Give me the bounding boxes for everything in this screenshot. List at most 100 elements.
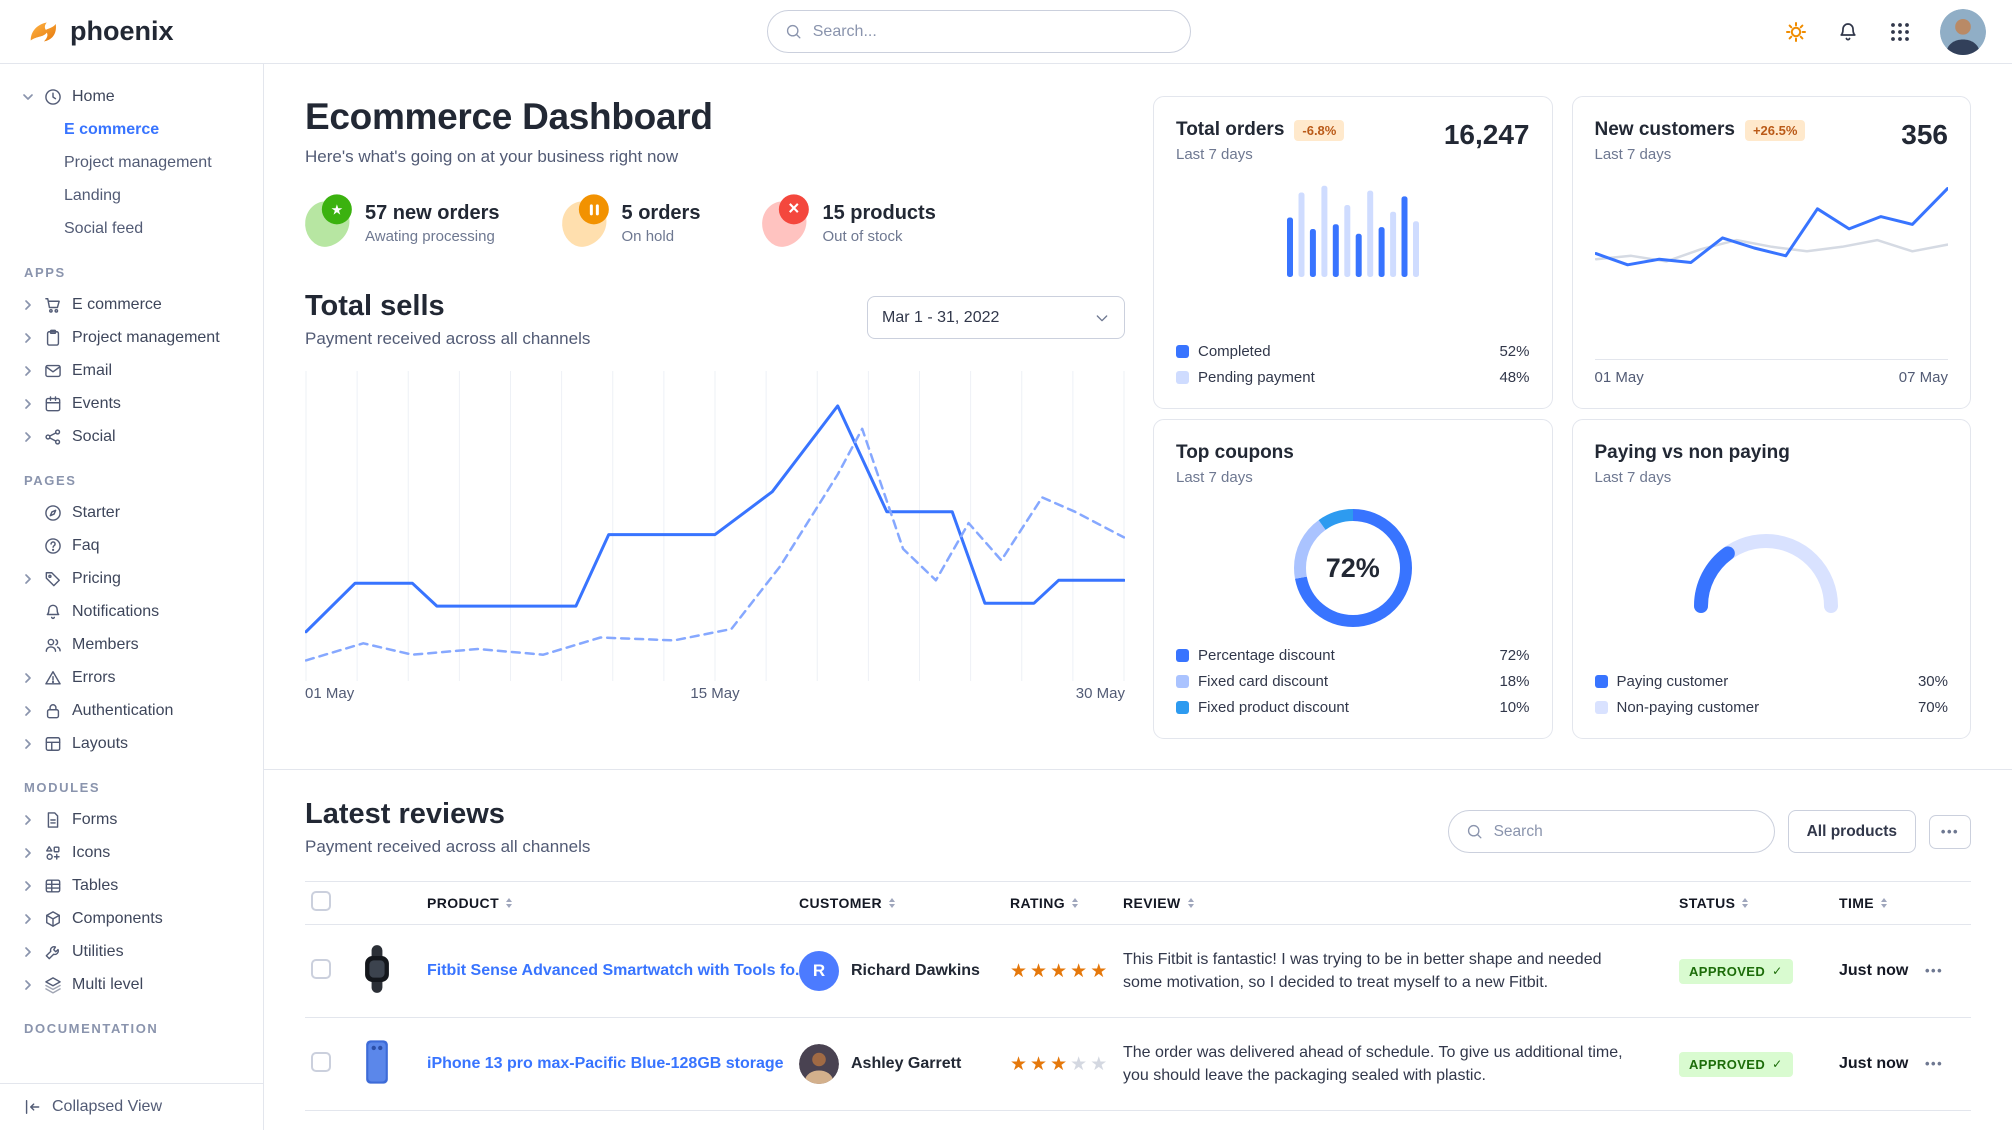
top-coupons-svg <box>1293 509 1412 627</box>
legend-label: Percentage discount <box>1198 647 1335 664</box>
product-image[interactable] <box>351 1036 403 1088</box>
legend-swatch <box>1594 675 1608 688</box>
top-coupons-chart: 72% <box>1287 502 1419 634</box>
customer-name[interactable]: Ashley Garrett <box>851 1055 962 1072</box>
sidebar-item-label: Icons <box>72 843 111 861</box>
product-image[interactable] <box>351 943 403 995</box>
sidebar-item-authentication[interactable]: Authentication <box>22 694 245 727</box>
sidebar-item-notifications[interactable]: Notifications <box>22 595 245 628</box>
customer-avatar[interactable]: R <box>799 951 839 991</box>
share-icon <box>43 427 63 447</box>
legend-item: Paying customer 30% <box>1594 673 1948 690</box>
compass-icon <box>43 503 63 523</box>
sidebar-item-starter[interactable]: Starter <box>22 496 245 529</box>
sidebar-item-label: Layouts <box>72 734 129 752</box>
select-all-checkbox[interactable] <box>311 890 331 911</box>
global-search[interactable] <box>766 10 1191 53</box>
legend-value: 70% <box>1917 699 1948 716</box>
sidebar-item-email[interactable]: Email <box>22 354 245 387</box>
theme-toggle-sun-icon[interactable] <box>1784 20 1808 44</box>
bell-icon <box>43 602 63 622</box>
sidebar-item-home[interactable]: Home <box>22 80 245 113</box>
card-title: New customers <box>1594 119 1735 140</box>
star-icon: ★ <box>1070 1053 1091 1075</box>
sidebar-item-errors[interactable]: Errors <box>22 661 245 694</box>
sidebar-item-label: Tables <box>72 876 119 894</box>
sidebar-item-label: Notifications <box>72 602 160 620</box>
sidebar-item-members[interactable]: Members <box>22 628 245 661</box>
legend-value: 10% <box>1499 699 1530 716</box>
sidebar-item-project-management[interactable]: Project management <box>64 153 212 171</box>
user-avatar[interactable] <box>1939 8 1986 55</box>
sidebar-item-landing[interactable]: Landing <box>64 186 121 204</box>
notifications-bell-icon[interactable] <box>1836 20 1860 44</box>
stat-caption: On hold <box>621 228 675 245</box>
row-checkbox[interactable] <box>311 1051 331 1072</box>
product-link[interactable]: Fitbit Sense Advanced Smartwatch with To… <box>427 962 799 979</box>
donut-center-label: 72% <box>1325 552 1380 583</box>
sidebar-item-components[interactable]: Components <box>22 902 245 935</box>
all-products-button[interactable]: All products <box>1787 810 1916 853</box>
legend-label: Pending payment <box>1198 369 1315 386</box>
legend-swatch <box>1594 701 1608 714</box>
date-range-select[interactable]: Mar 1 - 31, 2022 <box>867 296 1125 339</box>
reviews-table: PRODUCT CUSTOMER RATING REVIEW STATUS TIME Fi… <box>305 881 1971 1130</box>
reviews-menu-button[interactable]: ••• <box>1929 814 1971 849</box>
customer-name[interactable]: Richard Dawkins <box>851 962 980 979</box>
rating-stars: ★★★★★ <box>1010 960 1123 983</box>
sidebar-item-project-management[interactable]: Project management <box>22 321 245 354</box>
sidebar-item-label: Project management <box>72 328 220 346</box>
sidebar-nav: Home E commerce Project management Landing S… <box>22 80 245 1036</box>
form-icon <box>43 810 63 830</box>
sidebar-item-icons[interactable]: Icons <box>22 836 245 869</box>
sort-icon <box>506 897 513 909</box>
sidebar-item-events[interactable]: Events <box>22 387 245 420</box>
sidebar-item-faq[interactable]: Faq <box>22 529 245 562</box>
reviews-search[interactable] <box>1447 810 1775 853</box>
card-value: 16,247 <box>1443 119 1530 150</box>
sidebar-item-utilities[interactable]: Utilities <box>22 935 245 968</box>
apps-grid-icon[interactable] <box>1888 20 1912 44</box>
sidebar-item-social-feed[interactable]: Social feed <box>64 219 144 237</box>
caret-icon <box>22 979 34 991</box>
row-menu-button[interactable]: ••• <box>1925 1056 1944 1071</box>
top-coupons-legend: Percentage discount 72% Fixed card discoun… <box>1176 647 1530 716</box>
star-icon: ★ <box>1050 960 1071 982</box>
column-header-status[interactable]: STATUS <box>1679 895 1839 911</box>
column-header-customer[interactable]: CUSTOMER <box>799 895 1010 911</box>
legend-swatch <box>1176 649 1189 662</box>
column-header-product[interactable]: PRODUCT <box>427 895 799 911</box>
reviews-search-input[interactable] <box>1493 822 1758 841</box>
brand[interactable]: phoenix <box>26 15 174 49</box>
column-header-rating[interactable]: RATING <box>1010 895 1123 911</box>
legend-label: Paying customer <box>1616 673 1729 690</box>
sidebar-item-label: Authentication <box>72 701 174 719</box>
legend-value: 72% <box>1499 647 1530 664</box>
sidebar-item-forms[interactable]: Forms <box>22 803 245 836</box>
new-customers-svg <box>1594 187 1948 267</box>
reviews-subtitle: Payment received across all channels <box>305 837 591 856</box>
sidebar-item-tables[interactable]: Tables <box>22 869 245 902</box>
sidebar-item-multi-level[interactable]: Multi level <box>22 968 245 1001</box>
sidebar-item-layouts[interactable]: Layouts <box>22 727 245 760</box>
product-link[interactable]: iPhone 13 pro max-Pacific Blue-128GB sto… <box>427 1055 784 1072</box>
row-checkbox[interactable] <box>311 958 331 979</box>
users-icon <box>43 635 63 655</box>
legend-swatch <box>1176 701 1189 714</box>
column-header-time[interactable]: TIME <box>1839 895 1925 911</box>
column-header-review[interactable]: REVIEW <box>1123 895 1679 911</box>
phoenix-logo-icon <box>26 15 60 49</box>
collapsed-view-button[interactable]: Collapsed View <box>0 1083 263 1130</box>
sidebar-section-documentation: DOCUMENTATION <box>24 1021 159 1036</box>
sort-icon <box>1742 897 1749 909</box>
sidebar-item-pricing[interactable]: Pricing <box>22 562 245 595</box>
search-input[interactable] <box>812 22 1174 41</box>
customer-avatar[interactable] <box>799 1044 839 1084</box>
sidebar-item-e-commerce[interactable]: E commerce <box>22 288 245 321</box>
collapsed-view-label: Collapsed View <box>52 1098 162 1115</box>
clipboard-icon <box>43 328 63 348</box>
total-sells-svg <box>305 371 1125 681</box>
sidebar-item-social[interactable]: Social <box>22 420 245 453</box>
sidebar-item-e-commerce[interactable]: E commerce <box>64 120 160 138</box>
row-menu-button[interactable]: ••• <box>1925 963 1944 978</box>
